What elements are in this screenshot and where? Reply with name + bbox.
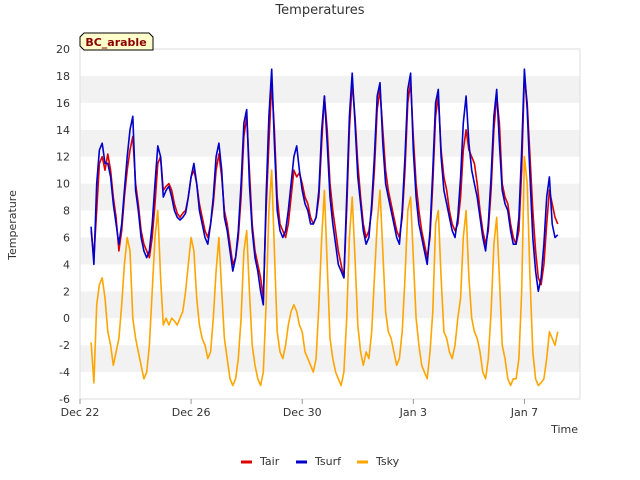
x-axis-label: Time [550, 423, 578, 436]
y-tick-label: -6 [59, 393, 70, 406]
legend: Tair Tsurf Tsky [241, 455, 400, 468]
chart-title: Temperatures [274, 3, 364, 18]
x-axis-ticks: Dec 22 Dec 26 Dec 30 Jan 3 Jan 7 [61, 399, 538, 419]
plot-frame [79, 48, 581, 400]
y-tick-label: 0 [63, 312, 70, 325]
grid-band [80, 372, 580, 399]
y-tick-label: 6 [63, 231, 70, 244]
grid-band [80, 237, 580, 265]
series-line-tsky [90, 155, 559, 387]
legend-label-tair: Tair [259, 455, 280, 468]
y-tick-label: 4 [63, 258, 70, 271]
series-lines [90, 68, 559, 387]
y-tick-label: 12 [56, 151, 70, 164]
grid-band [80, 264, 580, 292]
x-tick-label: Dec 30 [283, 406, 322, 419]
x-tick-label: Jan 7 [510, 406, 538, 419]
x-tick-label: Jan 3 [399, 406, 427, 419]
grid-band [80, 102, 580, 130]
grid-band [80, 345, 580, 373]
site-label-text: BC_arable [85, 36, 146, 49]
site-label-box [79, 32, 154, 51]
grid-band [80, 75, 580, 103]
legend-label-tsurf: Tsurf [314, 455, 342, 468]
site-label-tag: BC_arable [79, 32, 154, 51]
y-axis-label: Temperature [6, 190, 19, 261]
legend-label-tsky: Tsky [375, 455, 400, 468]
y-tick-label: -4 [59, 366, 70, 379]
y-tick-label: -2 [59, 339, 70, 352]
grid-bands [80, 49, 580, 399]
y-tick-label: 10 [56, 178, 70, 191]
y-tick-label: 20 [56, 43, 70, 56]
y-axis-ticks: -6 -4 -2 0 2 4 6 8 10 12 14 16 18 20 [56, 43, 70, 406]
x-tick-label: Dec 26 [172, 406, 211, 419]
y-tick-label: 2 [63, 285, 70, 298]
grid-band [80, 129, 580, 157]
y-tick-label: 8 [63, 205, 70, 218]
x-tick-label: Dec 22 [61, 406, 100, 419]
y-tick-label: 18 [56, 70, 70, 83]
y-tick-label: 14 [56, 124, 70, 137]
grid-band [80, 291, 580, 319]
y-tick-label: 16 [56, 97, 70, 110]
series-line-tsurf [90, 68, 559, 306]
grid-band [80, 49, 580, 76]
